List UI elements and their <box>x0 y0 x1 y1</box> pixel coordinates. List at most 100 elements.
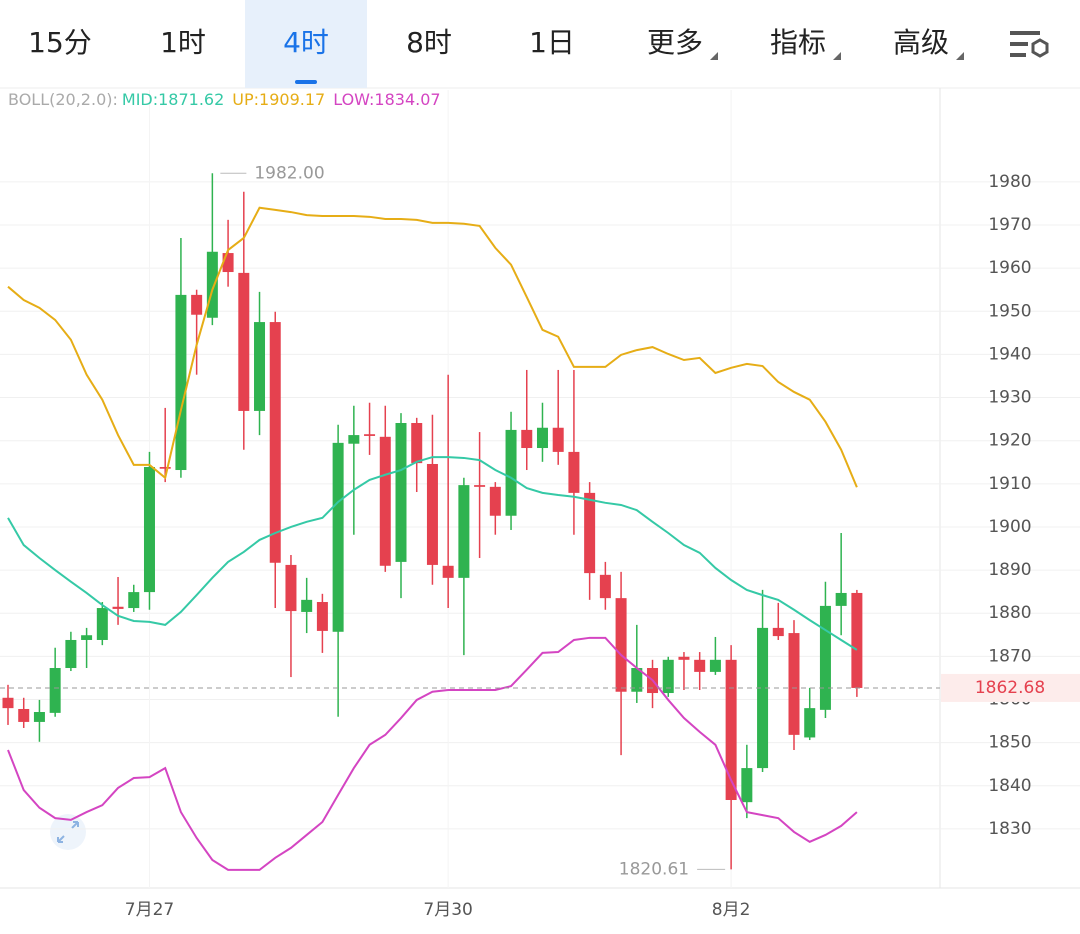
candle-body <box>332 442 344 632</box>
candle-body <box>694 659 706 672</box>
tab[interactable]: 8时 <box>406 26 452 59</box>
candle-body <box>285 564 297 612</box>
candle-body <box>96 608 108 640</box>
candle-body <box>772 627 784 637</box>
candle-body <box>379 436 391 566</box>
candle-body <box>191 294 203 315</box>
candle-body <box>489 486 501 516</box>
tab[interactable]: 高级 <box>893 26 949 59</box>
y-tick-label: 1970 <box>988 215 1031 235</box>
boll-line <box>7 636 858 871</box>
y-tick-label: 1880 <box>988 603 1031 623</box>
dropdown-caret <box>956 52 964 60</box>
y-tick-label: 1940 <box>988 344 1031 364</box>
candle-body <box>301 599 313 612</box>
candle-body <box>584 492 596 574</box>
legend-entry: MID:1871.62 <box>122 90 224 109</box>
selected-tab-bg <box>245 0 367 88</box>
candle-body <box>426 463 438 565</box>
candle-body <box>222 253 234 273</box>
candle-body <box>552 427 564 452</box>
candle-body <box>238 272 250 411</box>
candle-body <box>678 656 690 660</box>
candle-body <box>18 708 30 722</box>
candle-body <box>49 668 61 713</box>
y-tick-label: 1920 <box>988 431 1031 451</box>
candle-body <box>143 467 155 593</box>
boll-line <box>7 456 858 651</box>
indicator-name: BOLL(20,2.0): <box>8 90 118 109</box>
candle-body <box>2 697 14 709</box>
icon-gear <box>1031 38 1049 58</box>
candle-body <box>474 485 486 487</box>
candle-body <box>65 639 77 669</box>
candle-body <box>442 565 454 578</box>
candle-body <box>662 659 674 694</box>
candle-body <box>505 429 517 516</box>
candle-body <box>81 635 93 640</box>
y-tick-label: 1960 <box>988 258 1031 278</box>
y-tick-label: 1890 <box>988 560 1031 580</box>
x-tick-label: 7月27 <box>125 900 174 920</box>
last-price-label: 1862.68 <box>975 678 1045 698</box>
legend-entry: LOW:1834.07 <box>333 90 440 109</box>
candle-body <box>631 668 643 692</box>
settings-icon[interactable] <box>1010 31 1049 58</box>
candle-body <box>599 574 611 599</box>
candle-body <box>206 251 218 318</box>
tab[interactable]: 4时 <box>283 26 329 59</box>
candle-body <box>709 659 721 672</box>
last-price-bg <box>941 673 1080 702</box>
candle-body <box>458 485 470 578</box>
y-tick-label: 1850 <box>988 733 1031 753</box>
boll-line <box>7 206 858 488</box>
candle-body <box>348 435 360 444</box>
y-tick-label: 1930 <box>988 388 1031 408</box>
candle-body <box>804 708 816 738</box>
candle-body <box>819 605 831 710</box>
tab[interactable]: 更多 <box>647 26 703 59</box>
y-tick-label: 1870 <box>988 646 1031 666</box>
candle-body <box>536 427 548 449</box>
candle-body <box>159 467 171 469</box>
candle-body <box>521 429 533 449</box>
legend-entry: UP:1909.17 <box>232 90 325 109</box>
tab[interactable]: 1时 <box>160 26 206 59</box>
tab[interactable]: 15分 <box>28 26 92 59</box>
candle-body <box>128 592 140 609</box>
expand-button[interactable] <box>50 814 86 850</box>
candle-body <box>269 322 281 563</box>
candle-body <box>33 712 45 722</box>
x-tick-label: 7月30 <box>423 900 472 920</box>
candle-body <box>835 592 847 606</box>
y-tick-label: 1910 <box>988 474 1031 494</box>
candle-body <box>254 322 266 411</box>
candle-body <box>112 606 124 609</box>
dropdown-caret <box>833 52 841 60</box>
y-tick-label: 1840 <box>988 776 1031 796</box>
candle-body <box>568 451 580 493</box>
y-tick-label: 1980 <box>988 172 1031 192</box>
y-tick-label: 1830 <box>988 819 1031 839</box>
candle-body <box>364 434 376 436</box>
candle-body <box>757 627 769 769</box>
candle-body <box>725 659 737 801</box>
candle-body <box>175 294 187 471</box>
candle-body <box>788 633 800 735</box>
candle-body <box>851 592 863 688</box>
tab[interactable]: 1日 <box>529 26 575 59</box>
indicator-legend: BOLL(20,2.0): MID:1871.62 UP:1909.17 LOW:18… <box>8 90 441 109</box>
candle-body <box>615 598 627 692</box>
low-marker-label: 1820.61 <box>619 859 689 879</box>
dropdown-caret <box>710 52 718 60</box>
selected-tab-underline <box>295 80 317 84</box>
candle-body <box>741 768 753 803</box>
expand-arrows <box>57 821 79 843</box>
candle-body <box>395 423 407 562</box>
candle-body <box>316 602 328 631</box>
tab[interactable]: 指标 <box>770 26 826 59</box>
tab-bar <box>0 0 1080 88</box>
candle-body <box>411 423 423 464</box>
